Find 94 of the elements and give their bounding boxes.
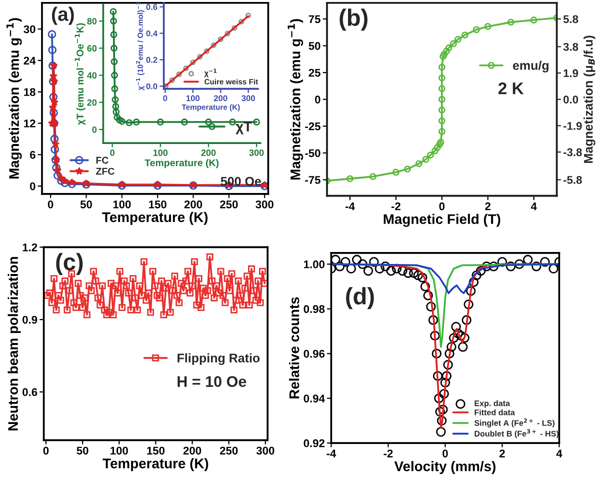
y-tick-label: 24 (24, 56, 36, 64)
x-tick-label: 2 (485, 202, 491, 210)
y-tick-label: -25 (305, 122, 320, 130)
y-axis-title: Magnetization (emu g$^{−1}$) (288, 19, 304, 180)
x-tick-label: 150 (147, 446, 165, 455)
annotation: H = 10 Oe (178, 376, 246, 387)
y2-axis-title: Magnetization (μ$_{B}$/f.u) (584, 36, 596, 163)
y-axis-title: χT (emu mol$^{−1}$Oe$^{−1}$K) (74, 23, 86, 125)
y-tick-label: -50 (305, 149, 320, 158)
y-axis-title: Neutron beam polarization (8, 256, 21, 430)
annotation: 500 Oe (220, 176, 261, 186)
legend-label: Fitted data (474, 409, 515, 416)
x-tick-label: 50 (76, 446, 88, 455)
y-tick-label: 0 (30, 182, 36, 190)
x-tick-label: 200 (183, 446, 202, 455)
y-tick-label: 0.9 (22, 316, 38, 324)
x-tick-label: 100 (153, 150, 168, 156)
x-axis-title: Temperature (K) (102, 212, 208, 225)
y-tick-label: 6 (30, 150, 36, 159)
annotation: (c) (56, 252, 83, 275)
y-tick-label: 60 (87, 45, 97, 52)
x-axis-title: Temperature (K) (144, 159, 219, 168)
annotation: (d) (346, 287, 374, 310)
x-tick-label: 300 (256, 200, 274, 208)
legend-label: FC (96, 156, 108, 164)
y-tick-label: 50 (308, 42, 320, 50)
y-tick-label: 75 (308, 15, 320, 24)
y-tick-label: 0.92 (304, 439, 325, 448)
y-tick-label: 40 (87, 72, 97, 79)
x-tick-label: -2 (391, 202, 400, 210)
y-tick-label: 80 (87, 18, 97, 24)
y2-tick-label: -1.9 (563, 122, 582, 130)
x-tick-label: 200 (214, 95, 228, 102)
y-tick-label: 20 (87, 99, 97, 106)
y-tick-label: 0.6 (146, 4, 158, 10)
annotation: 2 K (498, 82, 524, 94)
y2-tick-label: 0.0 (563, 96, 578, 104)
x-tick-label: 100 (113, 200, 131, 208)
x-tick-label: 0 (442, 450, 448, 458)
x-tick-label: 0 (43, 446, 49, 455)
x-tick-label: 2 (499, 450, 505, 458)
x-tick-label: 300 (256, 446, 274, 455)
x-axis-title: Velocity (mm/s) (394, 461, 496, 474)
y-tick-label: 12 (24, 120, 36, 128)
legend-label: Singlet A (Fe$^{2+}$ - LS) (474, 418, 554, 428)
y2-tick-label: 5.8 (563, 15, 578, 24)
y-tick-label: 0.96 (304, 350, 325, 358)
x-tick-label: 4 (530, 202, 537, 210)
y2-tick-label: -3.8 (563, 148, 582, 156)
y2-tick-label: 3.8 (563, 42, 578, 51)
y-tick-label: 0.98 (304, 305, 325, 313)
y-tick-label: 30 (24, 25, 36, 34)
y-axis-title: Relative counts (288, 297, 300, 398)
y-tick-label: 0.4 (146, 30, 158, 36)
y-tick-label: 0.94 (304, 394, 325, 402)
legend-label: Doublet B (Fe$^{3+}$ - HS) (474, 429, 558, 438)
y-tick-label: 0.2 (146, 56, 158, 63)
y-tick-label: 1.2 (22, 243, 38, 252)
legend-label: emu/g (512, 60, 548, 72)
legend-label: ZFC (96, 168, 114, 175)
x-tick-label: -4 (326, 450, 336, 458)
y-tick-label: -75 (305, 176, 320, 184)
x-tick-label: 150 (149, 200, 166, 208)
annotation: (b) (340, 8, 368, 31)
y-tick-label: 0.0 (146, 83, 158, 90)
legend-label: χT (236, 122, 252, 134)
x-tick-label: 200 (184, 200, 202, 208)
legend-label: Exp. data (474, 400, 510, 408)
x-tick-label: 100 (186, 95, 200, 102)
x-tick-label: 300 (242, 95, 255, 102)
x-tick-label: 100 (110, 446, 128, 455)
y2-tick-label: -5.8 (563, 176, 582, 184)
x-axis-title: Temperature (K) (102, 458, 208, 472)
x-tick-label: -4 (345, 202, 355, 210)
y-tick-label: 25 (308, 68, 320, 77)
y-tick-label: 1.00 (304, 260, 324, 268)
x-tick-label: 4 (556, 450, 562, 458)
x-tick-label: 300 (249, 150, 264, 156)
y2-tick-label: 1.9 (564, 69, 578, 78)
y-tick-label: 18 (24, 88, 36, 96)
x-tick-label: 250 (220, 446, 238, 455)
x-tick-label: -2 (384, 450, 393, 458)
x-tick-label: 200 (201, 150, 216, 156)
x-tick-label: 0 (48, 200, 54, 208)
x-tick-label: 0 (163, 95, 168, 102)
y-tick-label: 0 (92, 126, 97, 133)
x-axis-title: Magnetic Field (T) (384, 214, 500, 227)
x-tick-label: 0 (110, 150, 114, 156)
y-tick-label: 0.6 (22, 388, 38, 396)
annotation: (a) (52, 6, 74, 25)
legend-label: Flipping Ratio (178, 353, 260, 365)
x-tick-label: 0 (439, 202, 445, 210)
x-tick-label: 250 (220, 200, 238, 208)
y-axis-title: Magnetization (emu g$^{−1}$) (6, 18, 22, 179)
